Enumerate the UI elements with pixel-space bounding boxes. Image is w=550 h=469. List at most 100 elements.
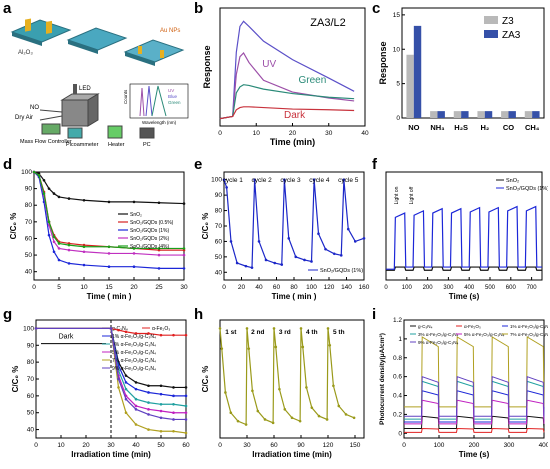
series-line-point <box>147 332 150 335</box>
series-line-point <box>124 330 128 334</box>
series-line-point <box>184 394 188 398</box>
series-line-point <box>42 192 46 195</box>
series-line-point <box>346 227 350 231</box>
series-line-point <box>37 174 41 177</box>
legend-label: 1% α-Fe₂O₃/g-C₃N₄ <box>510 324 548 329</box>
legend-label: 7% α-Fe₂O₃/g-C₃N₄ <box>510 332 548 337</box>
x-axis-label: Time ( min ) <box>87 292 132 301</box>
series-line-point <box>172 386 175 389</box>
series-line-point <box>134 404 138 408</box>
annotation-dark: Dark <box>59 334 74 341</box>
series-line-point <box>107 252 111 255</box>
series-line-point <box>47 187 51 190</box>
x-tick-label: 600 <box>506 285 517 291</box>
legend-label: 1% α-Fe₂O₃/g-C₃N₄ <box>112 334 156 340</box>
series-line-point <box>117 386 120 389</box>
series-line-point <box>184 333 188 337</box>
series-line <box>404 375 545 417</box>
legend-label: SnO₂/GQDs (1%) <box>506 186 548 192</box>
x-tick-label: 200 <box>423 285 434 291</box>
bar-za3 <box>484 111 493 118</box>
series-line-point <box>109 327 113 330</box>
legend-label: α-Fe₂O₃ <box>152 326 170 332</box>
series-line <box>386 205 542 270</box>
series-line-point <box>352 416 356 420</box>
series-line-point <box>224 391 227 394</box>
series-line-point <box>325 418 329 421</box>
y-tick-label: 100 <box>211 177 222 184</box>
series-line-point <box>301 345 305 349</box>
series-line <box>404 415 545 430</box>
series-line-point <box>184 386 188 389</box>
series-line-point <box>47 233 51 237</box>
bar-za3 <box>461 111 469 118</box>
series-line-point <box>157 201 161 205</box>
legend-label: 9% α-Fe₂O₃/g-C₃N₄ <box>418 340 459 345</box>
series-line-point <box>303 258 306 262</box>
bar-za3 <box>437 111 445 118</box>
bar-z3 <box>453 111 462 118</box>
series-line-point <box>117 328 120 332</box>
y-tick-label: 1.2 <box>393 317 402 324</box>
series-line-point <box>124 397 128 401</box>
series-line-point <box>134 332 138 335</box>
series-line-point <box>253 178 256 182</box>
series-line-point <box>147 408 150 411</box>
series-line-point <box>52 192 56 195</box>
series-line-point <box>67 243 71 247</box>
series-line-point <box>294 255 298 259</box>
y-tick-label: 70 <box>215 223 223 230</box>
series-line-point <box>299 327 303 330</box>
legend-label: SnO₂ <box>506 178 519 184</box>
x-axis-label: Time (min) <box>270 137 315 147</box>
annotation-cycle: 4 th <box>306 329 318 336</box>
series-line-point <box>184 411 188 415</box>
category-label: CH₄ <box>525 123 540 132</box>
series-line-point <box>157 253 161 257</box>
y-axis-label: C/C₀ % <box>11 366 20 393</box>
x-tick-label: 25 <box>155 284 163 291</box>
y-tick-label: 100 <box>23 325 34 332</box>
series-line-point <box>159 333 163 337</box>
panel-f-chart: 0 100 200 300 400 500 600 700 Time (s) SnO₂ SnO₂/G… <box>384 171 548 301</box>
panel-label-d: d <box>3 156 13 173</box>
x-tick-label: 80 <box>290 284 298 291</box>
plot-frame <box>219 319 365 439</box>
series-line-point <box>134 381 138 384</box>
series-line-point <box>245 327 249 330</box>
panel-c-chart: 0 5 10 15 Response NO NH₃ H₂S H₂ CO CH₄ Z3 ZA3 <box>378 7 545 132</box>
series-line <box>223 179 365 269</box>
series-line-point <box>107 245 111 249</box>
x-tick-label: 20 <box>130 284 138 291</box>
series-line-green <box>219 84 355 120</box>
x-tick-label: 30 <box>325 130 333 137</box>
series-line-point <box>251 389 254 393</box>
x-tick-label: 20 <box>238 284 246 291</box>
x-tick-label: 0 <box>34 442 38 449</box>
annotation-cycle: 1 st <box>225 329 237 336</box>
y-tick-label: 0 <box>398 430 402 437</box>
series-line-point <box>132 265 136 269</box>
series-line <box>33 171 184 256</box>
category-label: H₂ <box>480 123 489 132</box>
x-tick-label: 10 <box>80 284 88 291</box>
series-line-point <box>147 413 150 416</box>
x-tick-label: 90 <box>297 442 305 449</box>
annotation-cycle: cycle 3 <box>280 177 301 184</box>
panel-a-schematic: Al₂O₃ Au NPs LED NO Dry Air Mass Flow Co… <box>10 18 189 148</box>
series-line-point <box>263 418 267 421</box>
substrate-label: Al₂O₃ <box>18 50 33 56</box>
y-tick-label: 10 <box>393 46 401 53</box>
series-line-point <box>32 170 36 174</box>
series-line-point <box>134 397 138 401</box>
y-tick-label: 5 <box>396 81 400 88</box>
series-line-point <box>67 248 71 252</box>
series-line-point <box>283 178 286 182</box>
y-tick-label: 60 <box>25 235 33 242</box>
x-axis-label: Irradiation time (min) <box>252 450 332 459</box>
y-tick-label: 0.2 <box>393 411 402 418</box>
y-tick-label: 50 <box>25 252 33 259</box>
series-line-point <box>147 401 150 404</box>
series-label-uv: UV <box>262 59 276 70</box>
